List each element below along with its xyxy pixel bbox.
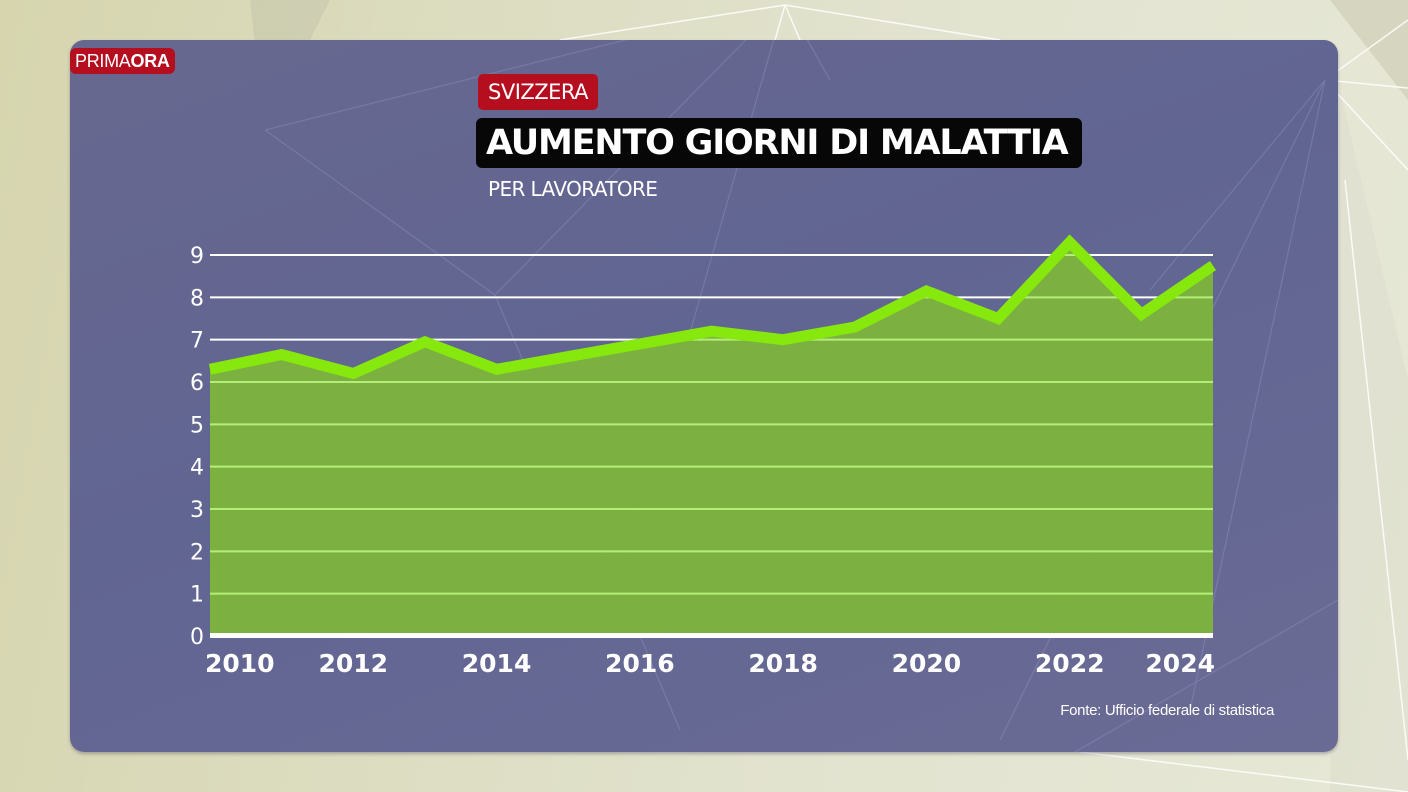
region-tag: SVIZZERA xyxy=(478,74,599,110)
area-fill xyxy=(210,242,1213,637)
y-tick-label: 9 xyxy=(190,244,204,269)
y-tick-label: 7 xyxy=(190,329,204,354)
source-note: Fonte: Ufficio federale di statistica xyxy=(1060,702,1274,719)
y-tick-label: 0 xyxy=(190,625,204,650)
y-axis-ticks: 0 1 2 3 4 5 6 7 8 9 xyxy=(190,244,204,650)
x-tick-label: 2018 xyxy=(748,649,818,678)
x-tick-label: 2022 xyxy=(1035,649,1105,678)
x-tick-label: 2010 xyxy=(205,649,275,678)
brand-logo-part1: PRIMA xyxy=(75,51,131,71)
x-tick-label: 2020 xyxy=(892,649,962,678)
x-tick-label: 2012 xyxy=(318,649,388,678)
y-tick-label: 6 xyxy=(190,371,204,396)
y-tick-label: 8 xyxy=(190,286,204,311)
y-tick-label: 1 xyxy=(190,583,204,608)
y-tick-label: 5 xyxy=(190,413,204,438)
chart-subtitle: PER LAVORATORE xyxy=(488,177,658,201)
x-axis-ticks: 2010 2012 2014 2016 2018 2020 2022 2024 xyxy=(205,649,1215,678)
x-tick-label: 2016 xyxy=(605,649,675,678)
brand-logo-part2: ORA xyxy=(130,51,170,71)
x-tick-label: 2014 xyxy=(462,649,532,678)
chart-title: AUMENTO GIORNI DI MALATTIA xyxy=(476,118,1082,168)
chart-panel: PRIMAORA SVIZZERA AUMENTO GIORNI DI MALA… xyxy=(70,40,1338,752)
x-tick-label: 2024 xyxy=(1145,649,1215,678)
brand-logo: PRIMAORA xyxy=(70,48,175,74)
y-tick-label: 2 xyxy=(190,540,204,565)
y-tick-label: 4 xyxy=(190,456,204,481)
data-line xyxy=(208,234,1217,380)
y-tick-label: 3 xyxy=(190,498,204,523)
x-axis-baseline xyxy=(210,633,1213,638)
